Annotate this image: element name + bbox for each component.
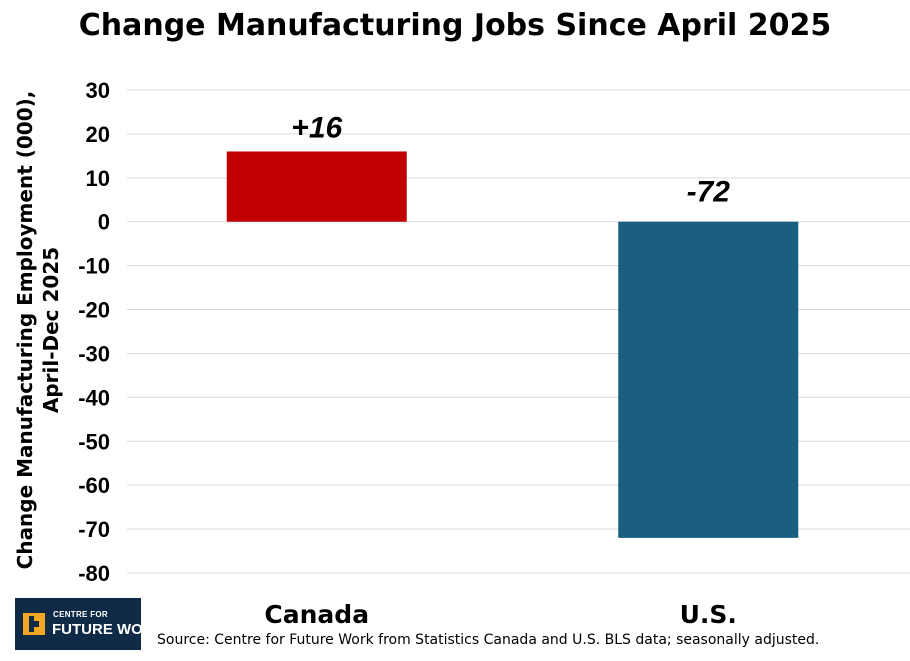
- y-tick-label: 20: [86, 122, 110, 147]
- y-tick-label: 0: [98, 210, 110, 235]
- logo-text-line-2: FUTURE WORK: [52, 621, 165, 638]
- data-label: -72: [687, 176, 731, 209]
- logo-mark-icon: [23, 613, 45, 635]
- y-tick-label: -60: [78, 473, 110, 498]
- y-tick-label: 10: [86, 166, 110, 191]
- bar-canada: [226, 151, 407, 222]
- data-label: +16: [291, 111, 342, 144]
- y-tick-label: -10: [78, 254, 110, 279]
- source-note: Source: Centre for Future Work from Stat…: [157, 632, 820, 648]
- y-tick-label: -20: [78, 298, 110, 323]
- y-tick-label: 30: [86, 78, 110, 103]
- logo-text-line-1: CENTRE FOR: [53, 610, 108, 619]
- y-tick-label: -30: [78, 341, 110, 366]
- y-tick-label: -70: [78, 517, 110, 542]
- y-tick-label: -80: [78, 561, 110, 586]
- bar-us: [618, 221, 799, 538]
- x-category-label: U.S.: [680, 600, 737, 629]
- y-tick-label: -40: [78, 385, 110, 410]
- y-tick-label: -50: [78, 429, 110, 454]
- x-category-label: Canada: [264, 600, 369, 629]
- chart-title: Change Manufacturing Jobs Since April 20…: [78, 8, 832, 43]
- centre-for-future-work-logo: CENTRE FOR FUTURE WORK: [15, 598, 165, 650]
